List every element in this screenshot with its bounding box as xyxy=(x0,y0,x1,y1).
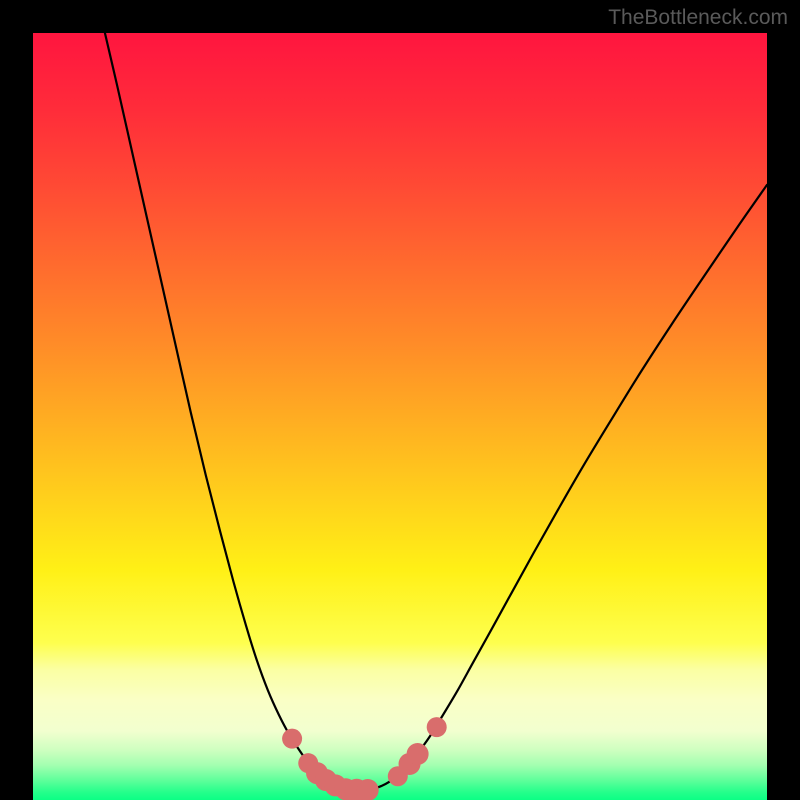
markers-group xyxy=(282,717,447,800)
v-curve xyxy=(105,33,767,791)
data-marker xyxy=(427,717,447,737)
plot-frame xyxy=(33,33,767,800)
watermark-text: TheBottleneck.com xyxy=(608,6,788,30)
data-marker xyxy=(407,743,429,765)
curve-layer xyxy=(33,33,767,800)
data-marker xyxy=(282,729,302,749)
data-marker xyxy=(357,779,379,800)
